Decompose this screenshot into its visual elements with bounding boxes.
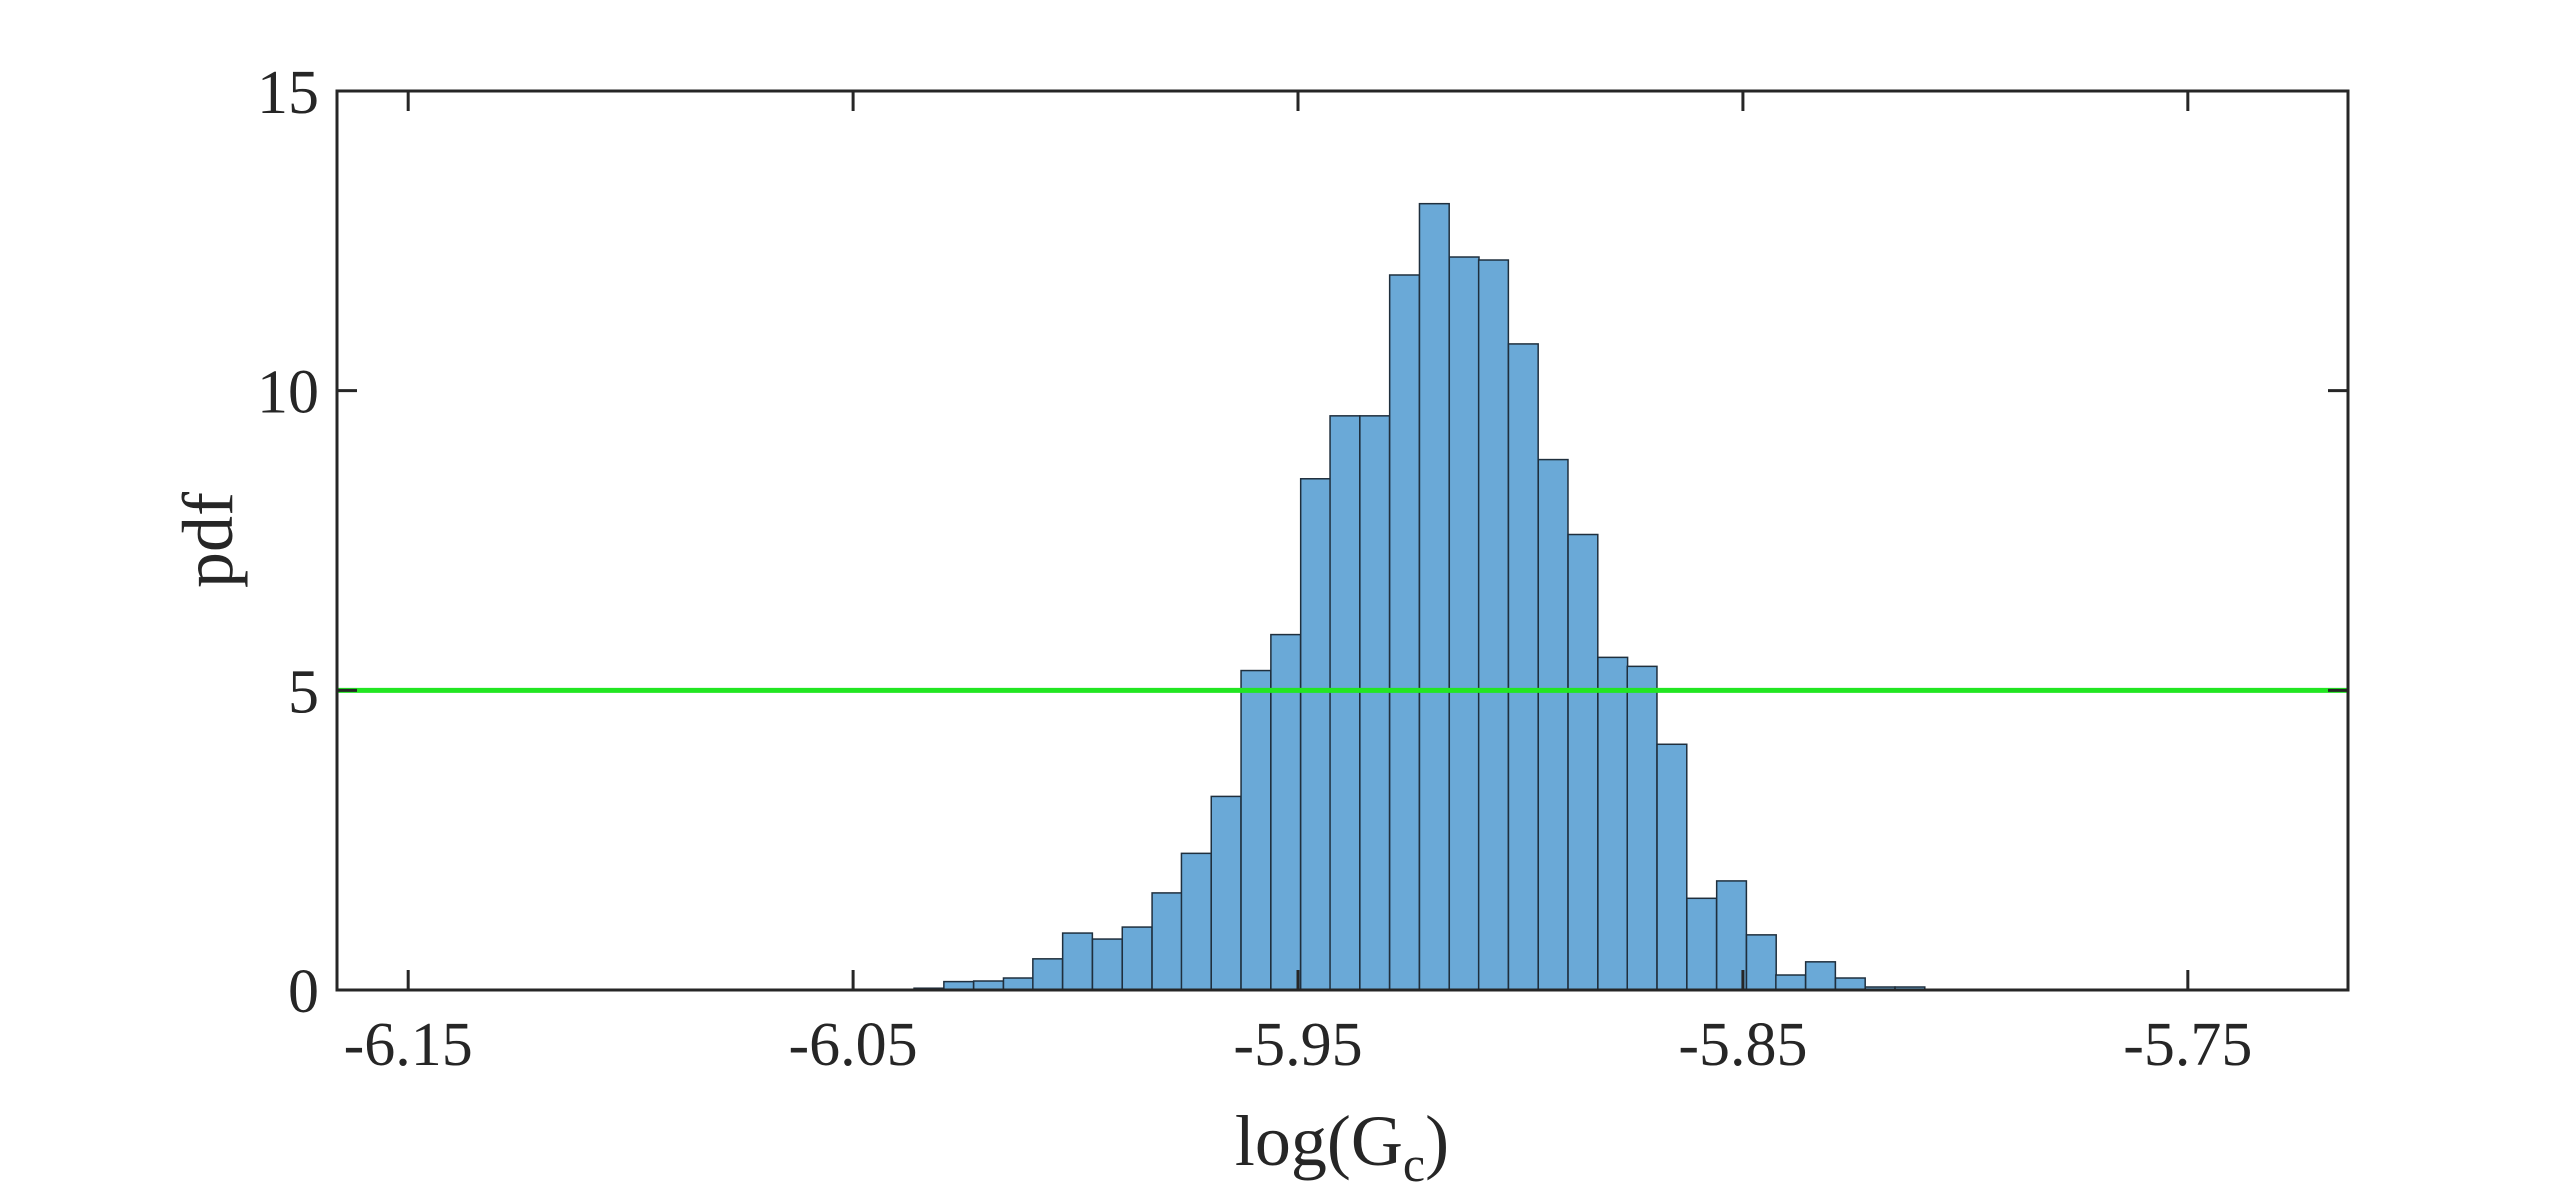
histogram-bar [1388, 274, 1421, 991]
histogram-bar [1299, 478, 1332, 991]
histogram-bar [1656, 743, 1688, 991]
y-axis-label: pdf [168, 492, 248, 588]
histogram-bar [1180, 852, 1212, 991]
y-tick-label: 15 [257, 59, 319, 127]
x-axis-label: log(Gc) [1235, 1101, 1449, 1192]
x-tick-label: -5.75 [2123, 1011, 2252, 1079]
y-tick-label: 10 [257, 359, 319, 427]
histogram-bar [1477, 259, 1510, 991]
histogram-bar [1745, 934, 1777, 991]
histogram-bar [1359, 415, 1391, 991]
histogram-bar [1626, 665, 1658, 991]
histogram-bar [1151, 892, 1183, 991]
histogram-bar [1834, 977, 1866, 991]
x-tick-label: -6.15 [344, 1011, 473, 1079]
histogram-bar [1002, 977, 1034, 991]
histogram-bar [1032, 958, 1064, 991]
x-axis-label-subscript: c [1403, 1136, 1425, 1192]
histogram-bar [1507, 343, 1539, 991]
y-tick-label: 0 [288, 958, 319, 1026]
histogram-bar [1448, 256, 1480, 991]
histogram-bar [1329, 415, 1361, 991]
x-axis-label-main: log(G [1235, 1101, 1403, 1181]
histogram-bar [1091, 938, 1123, 991]
histogram-bar [1061, 932, 1094, 991]
histogram-bar [1418, 202, 1450, 991]
x-tick-label: -6.05 [789, 1011, 918, 1079]
histogram-bar [1567, 533, 1599, 991]
histogram-bar [1804, 961, 1837, 991]
histogram-bar [1597, 656, 1629, 991]
y-axis-ticks: 0 5 10 15 [257, 59, 2348, 1026]
histogram-bar [1775, 974, 1807, 991]
histogram-bar [1240, 669, 1272, 991]
histogram-bar [1270, 633, 1302, 991]
axes-box [335, 89, 2350, 992]
x-tick-label: -5.95 [1233, 1011, 1362, 1079]
histogram-bar [1210, 795, 1242, 991]
histogram-bar [1537, 458, 1569, 991]
histogram-bar [1121, 926, 1153, 991]
histogram-bar [1686, 897, 1718, 991]
x-axis-label-close: ) [1425, 1101, 1449, 1181]
x-axis-ticks: -6.15 -6.05 -5.95 -5.85 -5.75 [344, 91, 2252, 1079]
y-tick-label: 5 [288, 658, 319, 726]
x-tick-label: -5.85 [1678, 1011, 1807, 1079]
